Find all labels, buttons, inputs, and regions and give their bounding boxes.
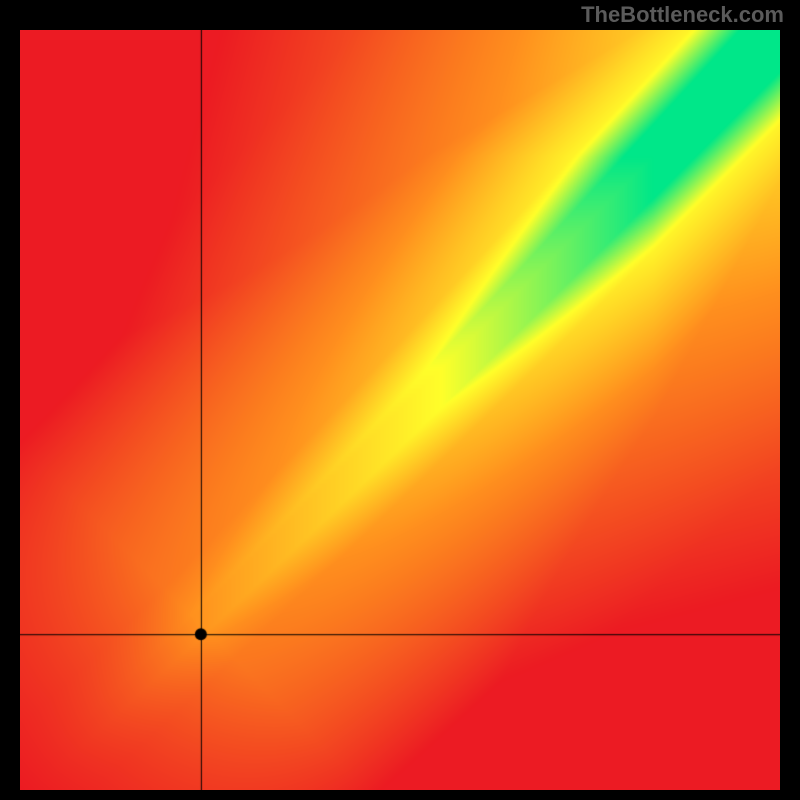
watermark-text: TheBottleneck.com [581, 2, 784, 28]
heatmap-canvas [20, 30, 780, 790]
stage: TheBottleneck.com [0, 0, 800, 800]
bottleneck-heatmap [20, 30, 780, 790]
